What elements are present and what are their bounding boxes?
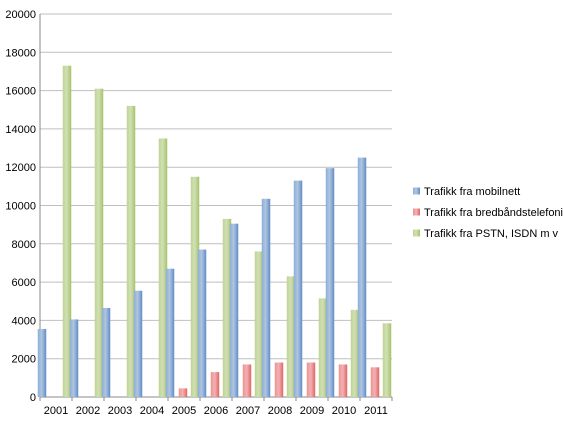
bar-3-2011 [382,323,392,397]
legend-label: Trafikk fra bredbåndstelefoni [424,207,563,219]
bar-3-2010 [350,309,360,397]
y-tick-label: 4000 [12,315,36,327]
legend-label: Trafikk fra mobilnett [424,186,520,198]
x-tick-label: 2002 [76,405,100,417]
bar-3-2008 [286,276,296,397]
x-tick-label: 2005 [172,405,196,417]
x-tick-label: 2008 [268,405,292,417]
bar-1-2002 [69,319,79,397]
legend: Trafikk fra mobilnett Trafikk fra bredbån… [413,186,563,240]
bar-3-2005 [190,176,200,397]
bar-3-2006 [222,218,232,397]
bar-2-2008 [274,362,284,397]
bar-1-2007 [229,223,239,397]
bar-3-2007 [254,251,264,397]
x-tick-label: 2009 [300,405,324,417]
bar-1-2009 [293,180,303,397]
y-tick-label: 16000 [5,86,36,98]
bar-3-2001 [62,65,72,397]
y-tick-label: 10000 [5,201,36,213]
axes [39,14,393,401]
bar-3-2004 [158,138,168,397]
y-tick-label: 0 [30,392,36,404]
legend-swatch [413,187,420,195]
bar-3-2002 [94,88,104,397]
bar-2-2007 [242,364,252,397]
bar-2-2011 [370,367,380,397]
x-axis-tick-labels: 2001 2002 2003 2004 2005 2006 2007 2008 2009 2010… [44,405,388,417]
legend-swatch [413,229,420,237]
bar-2-2009 [306,362,316,397]
bar-1-2004 [133,290,143,397]
bar-1-2005 [165,268,175,397]
legend-swatch [413,208,420,216]
bar-1-2006 [197,249,207,397]
bar-1-2001 [37,329,47,397]
y-tick-label: 2000 [12,354,36,366]
x-tick-label: 2010 [332,405,356,417]
x-tick-label: 2006 [204,405,228,417]
legend-label: Trafikk fra PSTN, ISDN m v [424,228,559,240]
x-tick-label: 2003 [108,405,132,417]
y-axis-tick-labels: 0 2000 4000 6000 8000 10000 12000 14000 16000 180… [5,9,36,404]
bar-1-2010 [325,168,335,397]
x-tick-label: 2004 [140,405,164,417]
bar-1-2011 [357,157,367,397]
y-tick-label: 12000 [5,162,36,174]
y-tick-label: 6000 [12,277,36,289]
y-tick-label: 8000 [12,239,36,251]
x-tick-label: 2007 [236,405,260,417]
x-tick-label: 2011 [364,405,388,417]
bar-2-2005 [178,388,188,397]
bar-3-2009 [318,298,328,397]
y-tick-label: 20000 [5,9,36,21]
bar-2-2006 [210,372,220,397]
y-tick-label: 18000 [5,47,36,59]
bars [37,65,392,398]
bar-3-2003 [126,105,136,398]
bar-2-2010 [338,364,348,397]
x-tick-label: 2001 [44,405,68,417]
y-tick-label: 14000 [5,124,36,136]
gridlines [40,13,392,398]
bar-1-2008 [261,198,271,397]
bar-1-2003 [101,307,111,397]
